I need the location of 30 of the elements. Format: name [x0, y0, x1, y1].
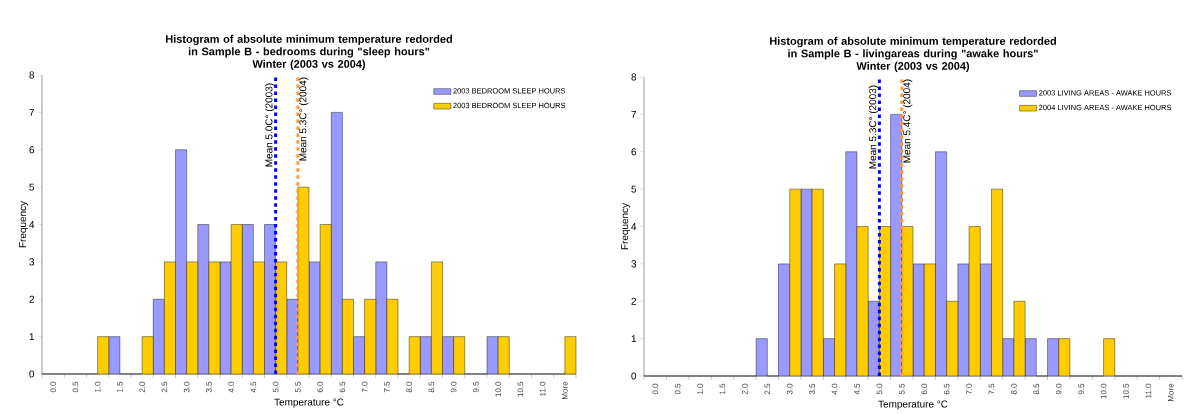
y-tick-label: 6: [29, 146, 35, 154]
y-tick-label: 1: [631, 335, 637, 343]
ref-line-label: Mean 5.3C° (2004): [299, 77, 309, 161]
y-tick-label: 7: [631, 110, 637, 118]
ref-line-label: Mean 5.0C° (2003): [265, 83, 275, 167]
y-tick-label: 5: [631, 185, 637, 193]
y-tick-label: 1: [29, 333, 35, 341]
y-tick-label: 2: [631, 297, 637, 305]
chart-subtitle: Winter (2003 vs 2004): [856, 61, 970, 72]
chart-subtitle: Winter (2003 vs 2004): [252, 59, 366, 70]
y-tick-label: 3: [631, 260, 637, 268]
y-tick-label: 5: [29, 183, 35, 191]
y-tick-label: 7: [29, 108, 35, 116]
x-axis-title: Temperature °C: [274, 398, 344, 408]
chart-title: Histogram of absolute minimum temperature redorded in Sample B - livingareas during "awake hours": [770, 36, 1056, 60]
ref-line-label: Mean 5.4C° (2004): [903, 79, 913, 163]
y-tick-label: 3: [29, 258, 35, 266]
y-tick-label: 8: [631, 73, 637, 81]
y-tick-label: 0: [631, 372, 637, 380]
ref-line-label: Mean 5.3C° (2003): [868, 85, 879, 169]
y-tick-label: 4: [631, 223, 637, 230]
x-axis-title: Temperature °C: [878, 400, 948, 410]
y-axis-title: Frequency: [19, 200, 29, 248]
chart-title: Histogram of absolute minimum temperature redorded in Sample B - bedrooms during "sleep hours": [166, 34, 452, 58]
y-tick-label: 0: [29, 370, 35, 378]
y-axis-title: Frequency: [621, 202, 631, 250]
y-tick-label: 6: [631, 148, 637, 156]
y-tick-label: 8: [29, 71, 35, 79]
y-tick-label: 4: [29, 221, 35, 228]
y-tick-label: 2: [29, 295, 35, 303]
